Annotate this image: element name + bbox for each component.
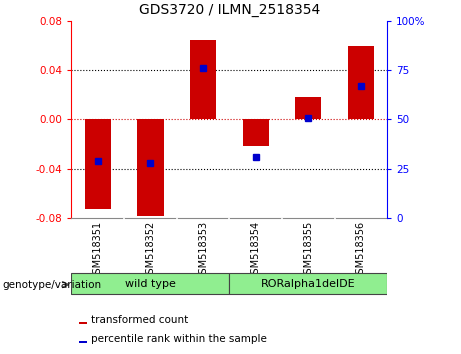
Text: transformed count: transformed count <box>91 315 189 325</box>
Title: GDS3720 / ILMN_2518354: GDS3720 / ILMN_2518354 <box>139 4 320 17</box>
Text: GSM518352: GSM518352 <box>145 221 155 280</box>
Bar <box>295 97 321 119</box>
Bar <box>190 40 216 119</box>
Bar <box>242 119 269 147</box>
Text: GSM518351: GSM518351 <box>93 221 103 280</box>
Bar <box>79 322 87 324</box>
Text: wild type: wild type <box>125 279 176 289</box>
Text: GSM518354: GSM518354 <box>251 221 260 280</box>
Text: GSM518355: GSM518355 <box>303 221 313 280</box>
FancyBboxPatch shape <box>71 273 229 295</box>
Bar <box>79 341 87 343</box>
Text: GSM518353: GSM518353 <box>198 221 208 280</box>
FancyBboxPatch shape <box>229 273 387 295</box>
Text: GSM518356: GSM518356 <box>356 221 366 280</box>
Bar <box>85 119 111 209</box>
Text: RORalpha1delDE: RORalpha1delDE <box>261 279 355 289</box>
Bar <box>137 119 164 217</box>
Text: percentile rank within the sample: percentile rank within the sample <box>91 333 267 344</box>
Bar <box>348 46 374 119</box>
Text: genotype/variation: genotype/variation <box>2 280 101 290</box>
